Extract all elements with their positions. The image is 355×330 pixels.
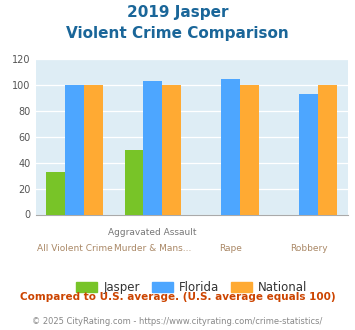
Text: Compared to U.S. average. (U.S. average equals 100): Compared to U.S. average. (U.S. average … [20, 292, 335, 302]
Text: 2019 Jasper: 2019 Jasper [127, 5, 228, 20]
Bar [143, 82, 162, 214]
Text: Aggravated Assault: Aggravated Assault [108, 228, 197, 237]
Bar [84, 85, 103, 214]
Bar [162, 85, 181, 214]
Bar [65, 85, 84, 214]
Bar [300, 94, 318, 214]
Text: Rape: Rape [219, 244, 242, 253]
Text: All Violent Crime: All Violent Crime [37, 244, 113, 253]
Text: Murder & Mans...: Murder & Mans... [114, 244, 191, 253]
Bar [240, 85, 259, 214]
Text: © 2025 CityRating.com - https://www.cityrating.com/crime-statistics/: © 2025 CityRating.com - https://www.city… [32, 317, 323, 326]
Text: Robbery: Robbery [290, 244, 328, 253]
Bar [318, 85, 337, 214]
Bar [222, 79, 240, 214]
Text: Violent Crime Comparison: Violent Crime Comparison [66, 26, 289, 41]
Bar [125, 150, 143, 214]
Bar [47, 172, 65, 214]
Legend: Jasper, Florida, National: Jasper, Florida, National [71, 276, 312, 299]
